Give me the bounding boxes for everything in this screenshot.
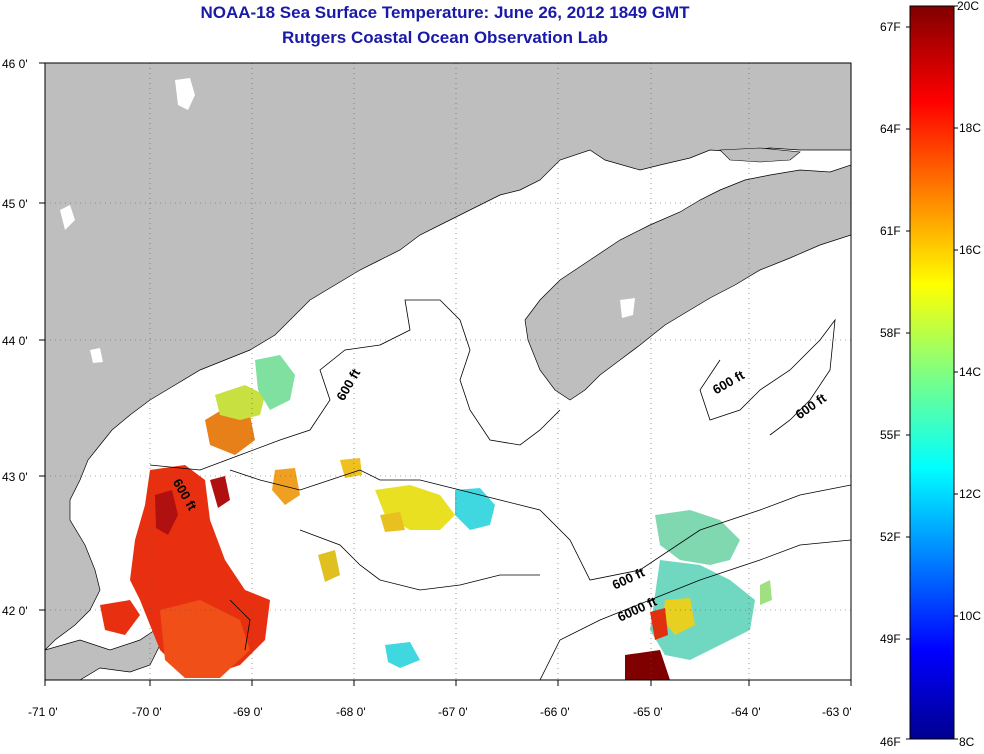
lake	[620, 298, 635, 318]
celsius-label: 16C	[959, 243, 981, 257]
lon-label: -71 0'	[28, 705, 58, 719]
latitude-labels: 46 0' 45 0' 44 0' 43 0' 42 0'	[2, 57, 28, 618]
fahrenheit-label: 49F	[880, 632, 901, 646]
fahrenheit-label: 64F	[880, 122, 901, 136]
fahrenheit-label: 52F	[880, 530, 901, 544]
celsius-label: 20C	[957, 0, 979, 13]
lat-label: 45 0'	[2, 197, 28, 211]
bathymetry-contours	[149, 299, 851, 680]
sst-data-patches	[100, 355, 772, 680]
celsius-label: 12C	[959, 487, 981, 501]
fahrenheit-label: 67F	[880, 20, 901, 34]
longitude-labels: -71 0' -70 0' -69 0' -68 0' -67 0' -66 0…	[28, 705, 852, 719]
fahrenheit-label: 55F	[880, 428, 901, 442]
lat-label: 43 0'	[2, 470, 28, 484]
lat-label: 42 0'	[2, 604, 28, 618]
celsius-label: 8C	[959, 735, 975, 749]
lon-label: -66 0'	[540, 705, 570, 719]
map-frame	[44, 62, 852, 681]
lon-label: -64 0'	[731, 705, 761, 719]
fahrenheit-label: 46F	[880, 735, 901, 749]
lat-label: 44 0'	[2, 334, 28, 348]
lon-label: -65 0'	[633, 705, 663, 719]
celsius-label: 18C	[959, 121, 981, 135]
lake	[90, 348, 103, 363]
land-nova-scotia	[524, 164, 851, 401]
land-cape-cod	[45, 629, 161, 680]
land-pei	[719, 147, 801, 163]
fahrenheit-label: 61F	[880, 224, 901, 238]
lon-label: -68 0'	[336, 705, 366, 719]
lon-label: -63 0'	[822, 705, 852, 719]
fahrenheit-label: 58F	[880, 326, 901, 340]
lon-label: -67 0'	[438, 705, 468, 719]
celsius-label: 14C	[959, 365, 981, 379]
celsius-label: 10C	[959, 609, 981, 623]
land-new-england	[45, 63, 851, 651]
lake	[60, 205, 75, 230]
map-subtitle: Rutgers Coastal Ocean Observation Lab	[282, 28, 608, 47]
lake	[175, 78, 195, 110]
lon-label: -70 0'	[132, 705, 162, 719]
temperature-colorbar: 20C 18C 16C 14C 12C 10C 8C 67F 64F 61F 5…	[880, 0, 981, 749]
colorbar-gradient	[909, 5, 955, 740]
axis-ticks	[39, 62, 852, 686]
map-title: NOAA-18 Sea Surface Temperature: June 26…	[200, 3, 690, 22]
lon-label: -69 0'	[233, 705, 263, 719]
lat-label: 46 0'	[2, 57, 28, 71]
